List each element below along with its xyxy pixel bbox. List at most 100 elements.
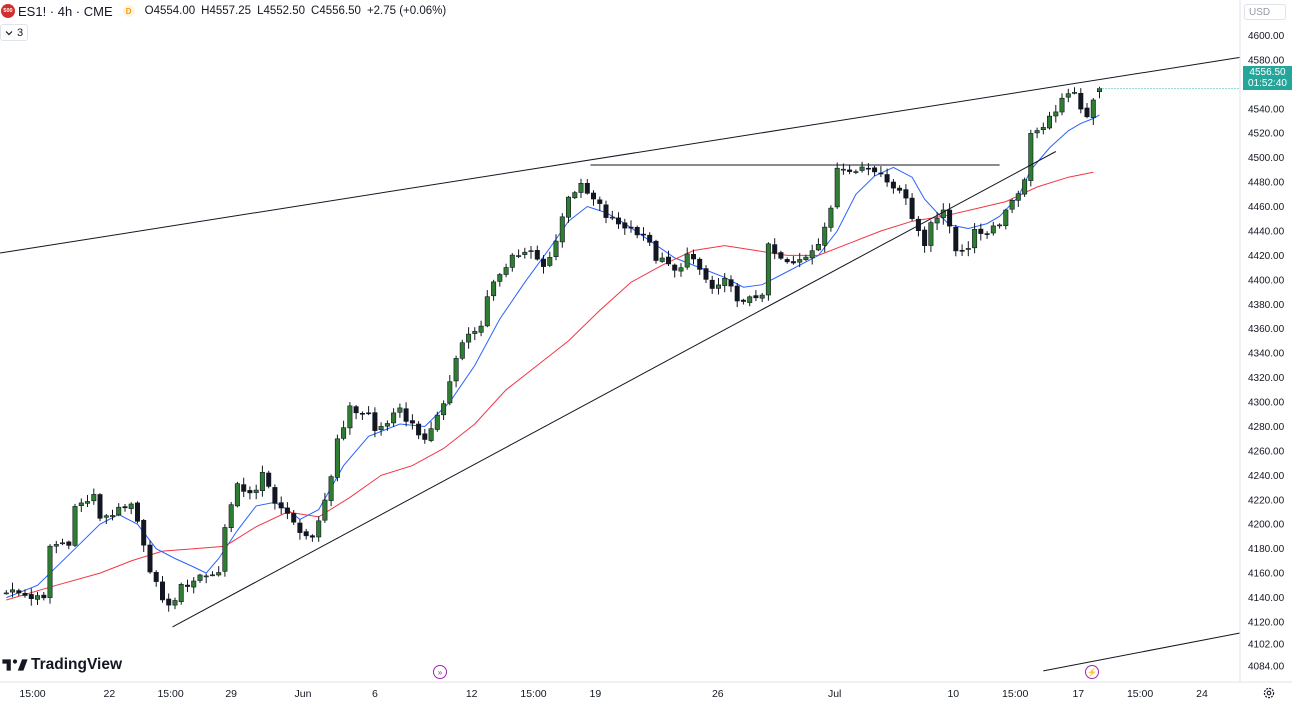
- candle-body-up: [609, 216, 615, 219]
- settings-gear-icon[interactable]: [1262, 686, 1276, 700]
- candle: [203, 573, 209, 584]
- candle: [366, 406, 372, 416]
- candle-body-up: [516, 255, 522, 257]
- candle: [909, 193, 915, 221]
- candle: [647, 232, 653, 246]
- y-tick-label: 4260.00: [1248, 446, 1285, 457]
- trendline[interactable]: [1043, 632, 1241, 672]
- candle: [91, 488, 97, 505]
- candle-body-up: [497, 274, 503, 282]
- candle-body-up: [1047, 115, 1053, 129]
- candle-body-up: [397, 407, 403, 413]
- candle: [540, 255, 546, 274]
- go-to-realtime-icon[interactable]: »: [433, 665, 447, 679]
- candle-body-up: [328, 476, 334, 501]
- candle-body-down: [247, 490, 253, 494]
- delayed-data-badge[interactable]: D: [122, 5, 135, 17]
- candle-body-up: [334, 438, 340, 478]
- candle-body-down: [728, 279, 734, 287]
- candle: [653, 239, 659, 264]
- lightning-icon[interactable]: ⚡: [1085, 665, 1099, 679]
- candle: [384, 420, 390, 431]
- candle-body-down: [665, 256, 671, 265]
- candle: [1015, 190, 1021, 207]
- candle-body-up: [815, 244, 821, 251]
- indicators-collapse-button[interactable]: 3: [0, 24, 29, 41]
- candle: [603, 200, 609, 224]
- candle: [185, 579, 191, 593]
- candle-body-down: [590, 192, 596, 200]
- candle: [659, 252, 665, 263]
- x-tick-label: 12: [466, 688, 478, 700]
- candle: [234, 481, 240, 508]
- candle-body-up: [210, 574, 216, 577]
- candle: [416, 421, 422, 440]
- tradingview-logo[interactable]: TradingView: [2, 656, 122, 674]
- candle-body-up: [466, 333, 472, 343]
- candle: [197, 573, 203, 583]
- candle: [53, 540, 59, 554]
- candle: [334, 434, 340, 482]
- candle-body-up: [684, 253, 690, 268]
- y-tick-label: 4520.00: [1248, 129, 1285, 140]
- currency-selector[interactable]: USD: [1244, 4, 1286, 20]
- candle-body-down: [903, 189, 909, 199]
- y-tick-label: 4360.00: [1248, 324, 1285, 335]
- candle: [959, 244, 965, 256]
- candle: [797, 253, 803, 268]
- candle-body-down: [959, 250, 965, 252]
- candle-body-down: [584, 183, 590, 194]
- candle-body-up: [110, 515, 116, 517]
- candle: [822, 222, 828, 253]
- symbol-title[interactable]: ES1! · 4h · CME: [18, 3, 113, 19]
- candle-body-up: [934, 218, 940, 224]
- candle: [341, 420, 347, 441]
- candle: [1040, 122, 1046, 135]
- candle-body-down: [847, 169, 853, 172]
- candle-body-up: [484, 296, 490, 327]
- candle: [697, 257, 703, 275]
- ohlc-open: O4554.00: [145, 5, 196, 17]
- candle-body-up: [216, 572, 222, 576]
- candle: [166, 593, 172, 612]
- candle-body-down: [909, 197, 915, 220]
- candle: [10, 582, 16, 598]
- y-tick-label: 4200.00: [1248, 520, 1285, 531]
- y-tick-label: 4540.00: [1248, 104, 1285, 115]
- x-tick-label: Jun: [295, 688, 312, 700]
- price-change: +2.75 (+0.06%): [366, 5, 447, 17]
- trendline[interactable]: [172, 151, 1057, 628]
- trendlines[interactable]: [0, 56, 1241, 672]
- candle-body-up: [478, 325, 484, 333]
- candle-body-up: [965, 248, 971, 250]
- candle-body-up: [797, 259, 803, 263]
- candle-body-down: [634, 227, 640, 236]
- candle: [897, 185, 903, 194]
- candle: [740, 298, 746, 305]
- candle: [903, 184, 909, 205]
- candle: [872, 165, 878, 176]
- candle-body-up: [491, 281, 497, 297]
- candle: [715, 278, 721, 295]
- symbol-legend[interactable]: 500 ES1! · 4h · CME D O4554.00 H4557.25 …: [0, 0, 446, 22]
- x-tick-label: 15:00: [157, 688, 183, 700]
- candle: [784, 257, 790, 264]
- candle-body-down: [16, 590, 22, 594]
- candle-body-up: [441, 403, 447, 416]
- candle: [559, 213, 565, 248]
- candle: [953, 224, 959, 257]
- candle-body-up: [678, 267, 684, 272]
- candle-body-up: [53, 544, 59, 547]
- candle: [590, 190, 596, 206]
- candle-body-up: [72, 506, 78, 546]
- trendline[interactable]: [0, 56, 1241, 254]
- candle: [609, 210, 615, 221]
- candle-body-up: [259, 471, 265, 491]
- candle: [709, 275, 715, 294]
- y-tick-label: 4480.00: [1248, 178, 1285, 189]
- candle-body-up: [322, 499, 328, 521]
- y-tick-label: 4160.00: [1248, 569, 1285, 580]
- candle-body-down: [622, 222, 628, 229]
- candle: [303, 528, 309, 540]
